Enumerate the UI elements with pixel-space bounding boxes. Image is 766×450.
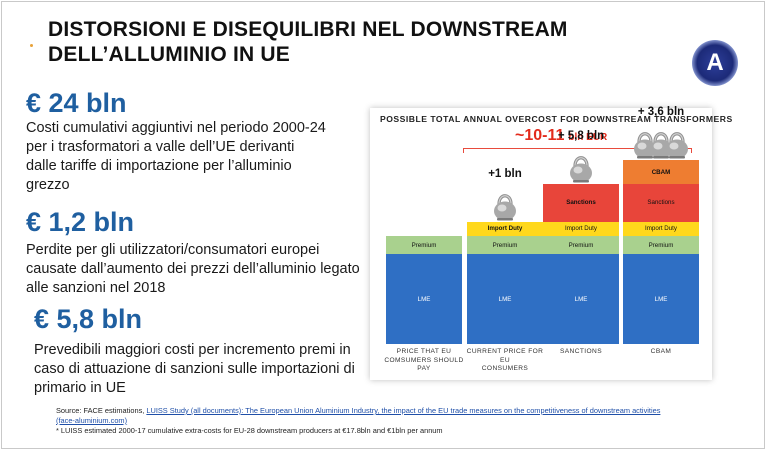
bar-segment-import-duty: Import Duty (467, 221, 543, 236)
title-line-1: DISTORSIONI E DISEQUILIBRI NEL DOWNSTREA… (48, 18, 568, 41)
fact-text-1: Costi cumulativi aggiuntivi nel periodo … (26, 119, 326, 195)
fact-2-line: alle sanzioni nel 2018 (26, 280, 166, 296)
bar-segment-premium: Premium (623, 236, 699, 254)
fact-1-line: per i trasformatori a valle dell’UE deri… (26, 139, 295, 155)
bar-segment-sanctions: Sanctions (543, 183, 619, 222)
total-bracket-right (691, 148, 692, 153)
kettlebell-icon (666, 132, 688, 159)
source-site-link[interactable]: (face-aluminium.com) (56, 416, 128, 425)
bar-segment-lme: LME (467, 254, 543, 344)
increment-label: + 3,6 bln (637, 106, 685, 119)
bar-segment-lme: LME (386, 254, 462, 344)
logo-letter: A (706, 49, 724, 76)
sparkle-decoration (30, 44, 33, 47)
title-line-2: DELL’ALLUMINIO IN UE (48, 43, 290, 66)
bar-segment-lme: LME (623, 254, 699, 344)
x-tick-label: CBAM (650, 348, 672, 355)
overcost-chart: POSSIBLE TOTAL ANNUAL OVERCOST FOR DOWNS… (370, 106, 732, 380)
x-tick-label: SANCTIONS (559, 348, 603, 355)
source-note: Source: FACE estimations, LUISS Study (a… (56, 406, 660, 436)
fact-3-line: primario in UE (34, 380, 126, 396)
fact-2-line: causate dall’aumento dei prezzi dell’all… (26, 261, 360, 277)
fact-text-2: Perdite per gli utilizzatori/consumatori… (26, 241, 360, 298)
source-footnote: * LUISS estimated 2000-17 cumulative ext… (56, 426, 443, 435)
source-link[interactable]: LUISS Study (all documents): The Europea… (146, 406, 661, 415)
increment-label: +1 bln (488, 167, 522, 180)
fact-2-line: Perdite per gli utilizzatori/consumatori… (26, 242, 320, 258)
bar-segment-import-duty: Import Duty (543, 221, 619, 236)
total-overcost-label: ~10-11 bln EUR (515, 127, 607, 145)
fact-3-line: Prevedibili maggiori costi per increment… (34, 342, 351, 358)
bar-segment-premium: Premium (543, 236, 619, 254)
kettlebell-icon (570, 155, 592, 183)
kettlebell-icon (494, 193, 516, 221)
total-overcost-value: ~10-11 (515, 127, 565, 144)
brand-logo: A (692, 40, 738, 86)
x-tick-label: PRICE THAT EU COMSUMERS SHOULD PAY (384, 348, 464, 372)
fact-3-line: caso di attuazione di sanzioni sulle imp… (34, 361, 355, 377)
fact-1-line: dalle tariffe di importazione per l’allu… (26, 158, 292, 174)
fact-text-3: Prevedibili maggiori costi per increment… (34, 341, 355, 398)
total-overcost-unit: bln EUR (568, 132, 608, 143)
bar-segment-premium: Premium (467, 236, 543, 254)
slide-title: DISTORSIONI E DISEQUILIBRI NEL DOWNSTREA… (48, 17, 568, 67)
kettlebell-icon (650, 132, 672, 159)
bar-segment-premium: Premium (386, 236, 462, 254)
total-bracket-left (463, 148, 464, 153)
x-tick-label: CURRENT PRICE FOR EU CONSUMERS (466, 348, 544, 372)
total-bracket (463, 148, 691, 149)
kettlebell-icon (634, 132, 656, 159)
fact-value-3: € 5,8 bln (34, 304, 143, 334)
increment-label: + 5,8 bln (557, 129, 605, 142)
fact-1-line: Costi cumulativi aggiuntivi nel periodo … (26, 120, 326, 136)
source-prefix: Source: FACE estimations, (56, 406, 147, 415)
fact-value-1: € 24 bln (26, 88, 127, 118)
chart-title: POSSIBLE TOTAL ANNUAL OVERCOST FOR DOWNS… (380, 114, 733, 124)
fact-value-2: € 1,2 bln (26, 207, 135, 237)
bar-segment-lme: LME (543, 254, 619, 344)
bar-segment-sanctions: Sanctions (623, 183, 699, 222)
bar-segment-cbam: CBAM (623, 160, 699, 184)
bar-segment-import-duty: Import Duty (623, 221, 699, 236)
fact-1-line: grezzo (26, 177, 70, 193)
